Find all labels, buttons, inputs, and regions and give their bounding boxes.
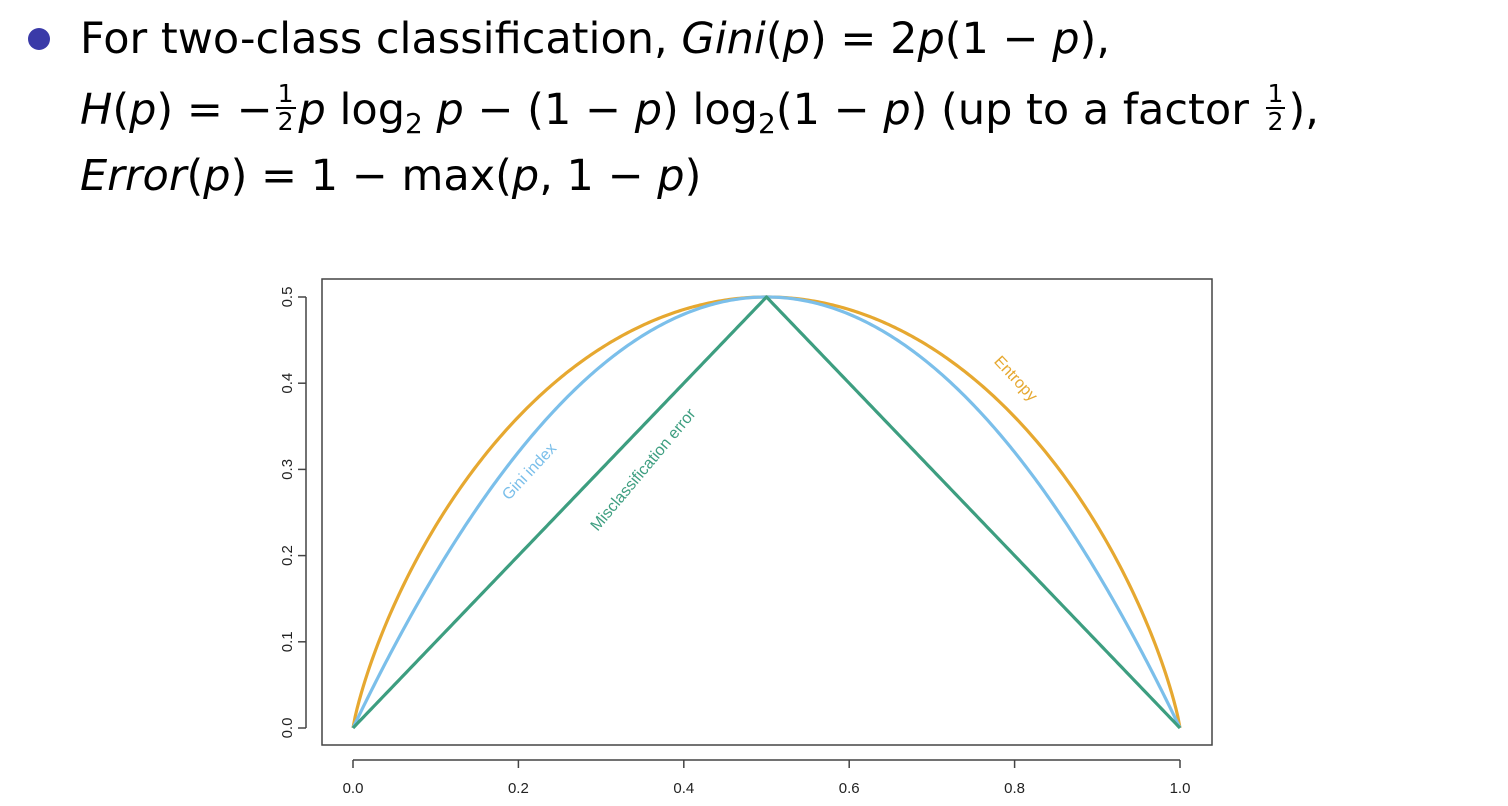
frac-num: 1	[1265, 79, 1286, 110]
var-p: p	[203, 151, 231, 201]
bullet-dot-icon	[28, 28, 50, 50]
y-tick-label: 0.2	[279, 545, 296, 566]
paren-open: (	[112, 84, 130, 135]
equals-minus: ) = −	[156, 84, 273, 135]
var-p: p	[657, 151, 685, 201]
series-line-misclassification-error	[351, 295, 1182, 730]
var-p: p	[298, 84, 326, 135]
paren-open: (	[765, 14, 783, 64]
y-tick-label: 0.3	[279, 459, 296, 480]
error-symbol: Error	[80, 151, 187, 201]
curve-label-gini-index: Gini index	[499, 440, 560, 504]
y-tick-label: 0.5	[279, 287, 296, 308]
x-tick-label: 0.8	[1004, 780, 1025, 797]
one-minus: (1 −	[944, 14, 1053, 64]
x-tick-label: 0.4	[673, 780, 694, 797]
var-p: p	[422, 84, 464, 135]
one-minus: (1 −	[775, 84, 884, 135]
gini-formula-line: For two-class classification, Gini(p) = …	[80, 18, 1110, 61]
comma-text: , 1 −	[539, 151, 658, 201]
series-line-entropy	[351, 295, 1182, 729]
paren-close: ),	[1079, 14, 1110, 64]
var-p: p	[782, 14, 810, 64]
y-tick-label: 0.0	[279, 718, 296, 739]
var-p: p	[634, 84, 662, 135]
entropy-symbol: H	[80, 84, 113, 135]
series-line-gini-index	[351, 295, 1182, 729]
paren-close: ),	[1288, 84, 1319, 135]
entropy-formula-line: H(p) = −1 2 p log2 p − (1 − p) log2(1 − p)…	[80, 80, 1319, 140]
paren-open: (	[186, 151, 204, 201]
axes: 0.0 0.2 0.4 0.6 0.8 1.0 0.0 0.1 0.2 0.3 0.4 0.5	[279, 287, 1190, 797]
factor-text: ) (up to a factor	[910, 84, 1263, 135]
paren-close: )	[684, 151, 702, 201]
curve-label-entropy: Entropy	[990, 353, 1040, 405]
log-base: 2	[405, 106, 423, 140]
error-formula-line: Error(p) = 1 − max(p, 1 − p)	[80, 155, 701, 198]
frac-den: 2	[277, 107, 294, 137]
equals-two: ) = 2	[809, 14, 918, 64]
log-label: ) log	[661, 84, 758, 135]
y-tick-label: 0.1	[279, 631, 296, 652]
series-layer	[351, 295, 1182, 730]
minus-text: − (1 −	[463, 84, 635, 135]
x-tick-label: 0.0	[343, 780, 364, 797]
var-p: p	[1052, 14, 1080, 64]
x-tick-label: 0.6	[839, 780, 860, 797]
x-tick-label: 1.0	[1170, 780, 1191, 797]
frac-num: 1	[275, 79, 296, 110]
var-p: p	[917, 14, 945, 64]
x-tick-label: 0.2	[508, 780, 529, 797]
gini-symbol: Gini	[681, 14, 766, 64]
log-label: log	[325, 84, 406, 135]
log-base: 2	[757, 106, 776, 140]
var-p: p	[511, 151, 540, 201]
max-text: ) = 1 − max(	[230, 151, 512, 201]
y-tick-label: 0.4	[279, 373, 296, 394]
var-p: p	[129, 84, 157, 135]
frac-den: 2	[1267, 107, 1284, 137]
plot-area-frame	[321, 278, 1213, 746]
intro-text: For two-class classification,	[80, 14, 682, 64]
var-p: p	[883, 84, 911, 135]
